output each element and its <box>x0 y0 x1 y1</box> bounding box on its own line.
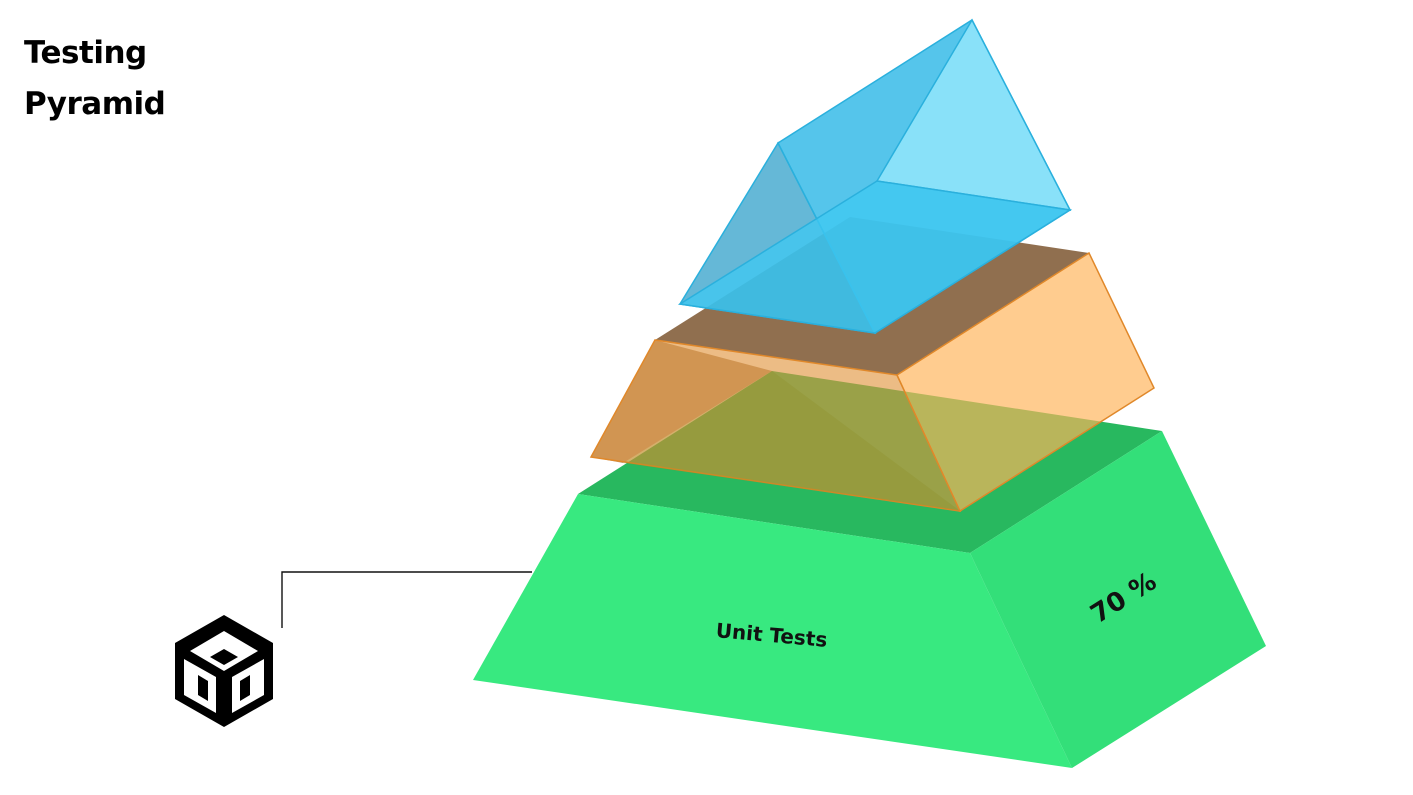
middle-layer-inner-base <box>623 371 960 511</box>
bottom-layer-right-face <box>970 431 1266 768</box>
bottom-layer-front-face <box>473 494 1072 768</box>
unity-cube-icon <box>175 615 273 727</box>
top-layer-bottom-face <box>677 180 1073 334</box>
title-line-1: Testing <box>24 35 147 71</box>
connector-line <box>281 571 532 628</box>
middle-layer-right-face <box>896 251 1155 513</box>
layer-top <box>677 18 1073 335</box>
diagram-title: Testing Pyramid <box>24 28 166 130</box>
title-line-2: Pyramid <box>24 86 166 122</box>
